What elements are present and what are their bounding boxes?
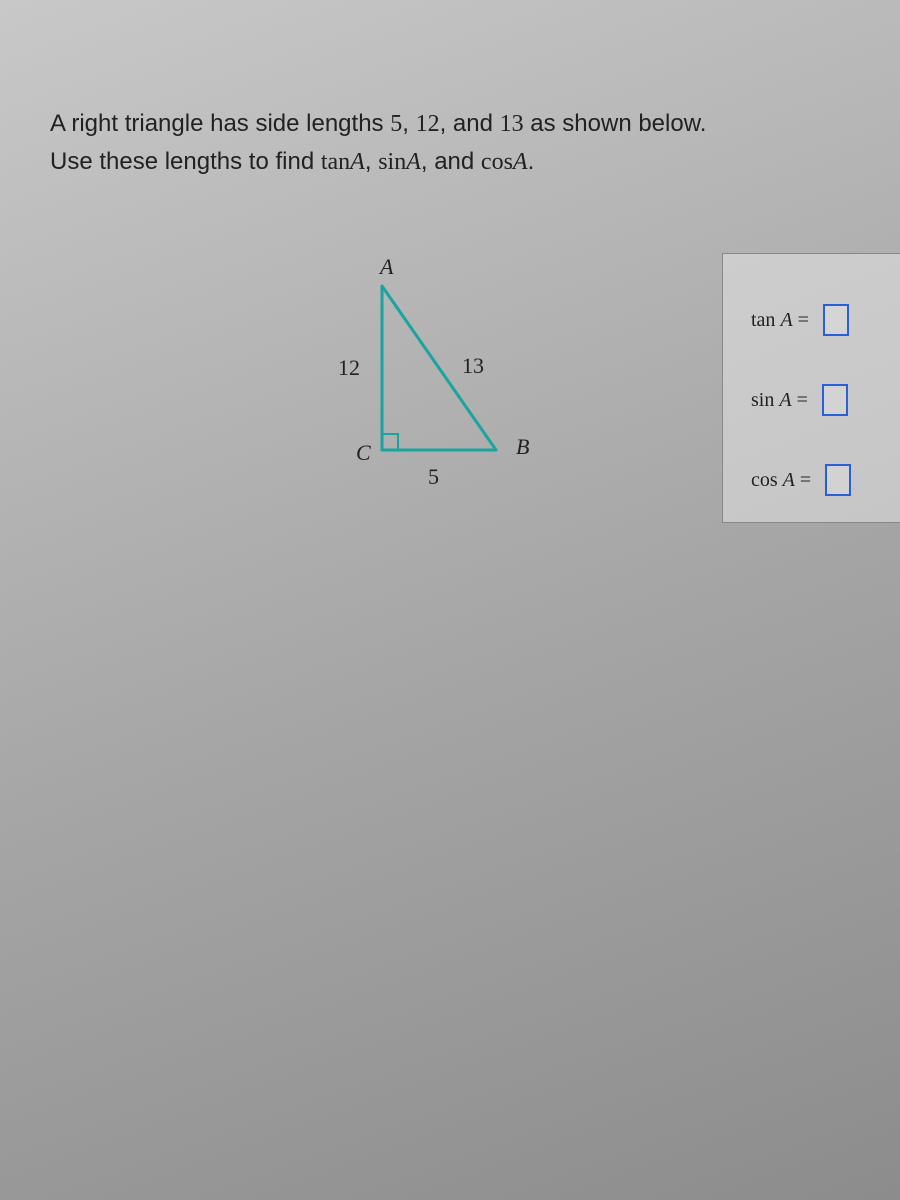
func: tan: [321, 149, 350, 175]
right-angle-marker: [382, 434, 398, 450]
var: A: [513, 149, 528, 175]
func: cos: [751, 469, 778, 491]
func: cos: [481, 149, 513, 175]
problem-line-2: Use these lengths to find tanA, sinA, an…: [50, 143, 706, 181]
text: , and: [421, 148, 481, 175]
var: A: [780, 309, 792, 331]
answer-row-cos: cos A =: [723, 440, 900, 520]
triangle-svg: A B C 12 13 5: [310, 250, 570, 510]
answer-label: sin A =: [751, 389, 808, 412]
text: A right triangle has side lengths: [50, 110, 390, 137]
text: , and: [440, 110, 500, 137]
vertex-label-c: C: [356, 440, 371, 465]
vertex-label-b: B: [516, 434, 529, 459]
tan-input-box[interactable]: [823, 304, 849, 336]
text: .: [528, 148, 535, 175]
side-label-cb: 5: [428, 464, 439, 489]
var: A: [779, 389, 791, 411]
answer-label: cos A =: [751, 469, 811, 492]
number: 13: [500, 111, 524, 137]
problem-statement: A right triangle has side lengths 5, 12,…: [50, 105, 706, 182]
cos-input-box[interactable]: [825, 464, 851, 496]
eq: =: [793, 309, 809, 331]
eq: =: [792, 389, 808, 411]
var: A: [406, 149, 421, 175]
side-label-ab: 13: [462, 353, 484, 378]
var: A: [783, 469, 795, 491]
func: sin: [378, 149, 406, 175]
answer-row-tan: tan A =: [723, 280, 900, 360]
text: ,: [365, 148, 378, 175]
text: as shown below.: [524, 110, 707, 137]
page-surface: A right triangle has side lengths 5, 12,…: [0, 0, 900, 1200]
problem-line-1: A right triangle has side lengths 5, 12,…: [50, 105, 706, 143]
answer-row-sin: sin A =: [723, 360, 900, 440]
eq: =: [795, 469, 811, 491]
sin-input-box[interactable]: [822, 384, 848, 416]
text: Use these lengths to find: [50, 148, 321, 175]
side-label-ac: 12: [338, 355, 360, 380]
func: sin: [751, 389, 774, 411]
number: 12: [416, 111, 440, 137]
answer-panel: tan A = sin A = cos A =: [722, 253, 900, 523]
number: 5: [390, 111, 402, 137]
var: A: [350, 149, 365, 175]
func: tan: [751, 309, 775, 331]
vertex-label-a: A: [378, 254, 394, 279]
triangle-diagram: A B C 12 13 5: [310, 250, 570, 510]
answer-label: tan A =: [751, 309, 809, 332]
text: ,: [402, 110, 415, 137]
